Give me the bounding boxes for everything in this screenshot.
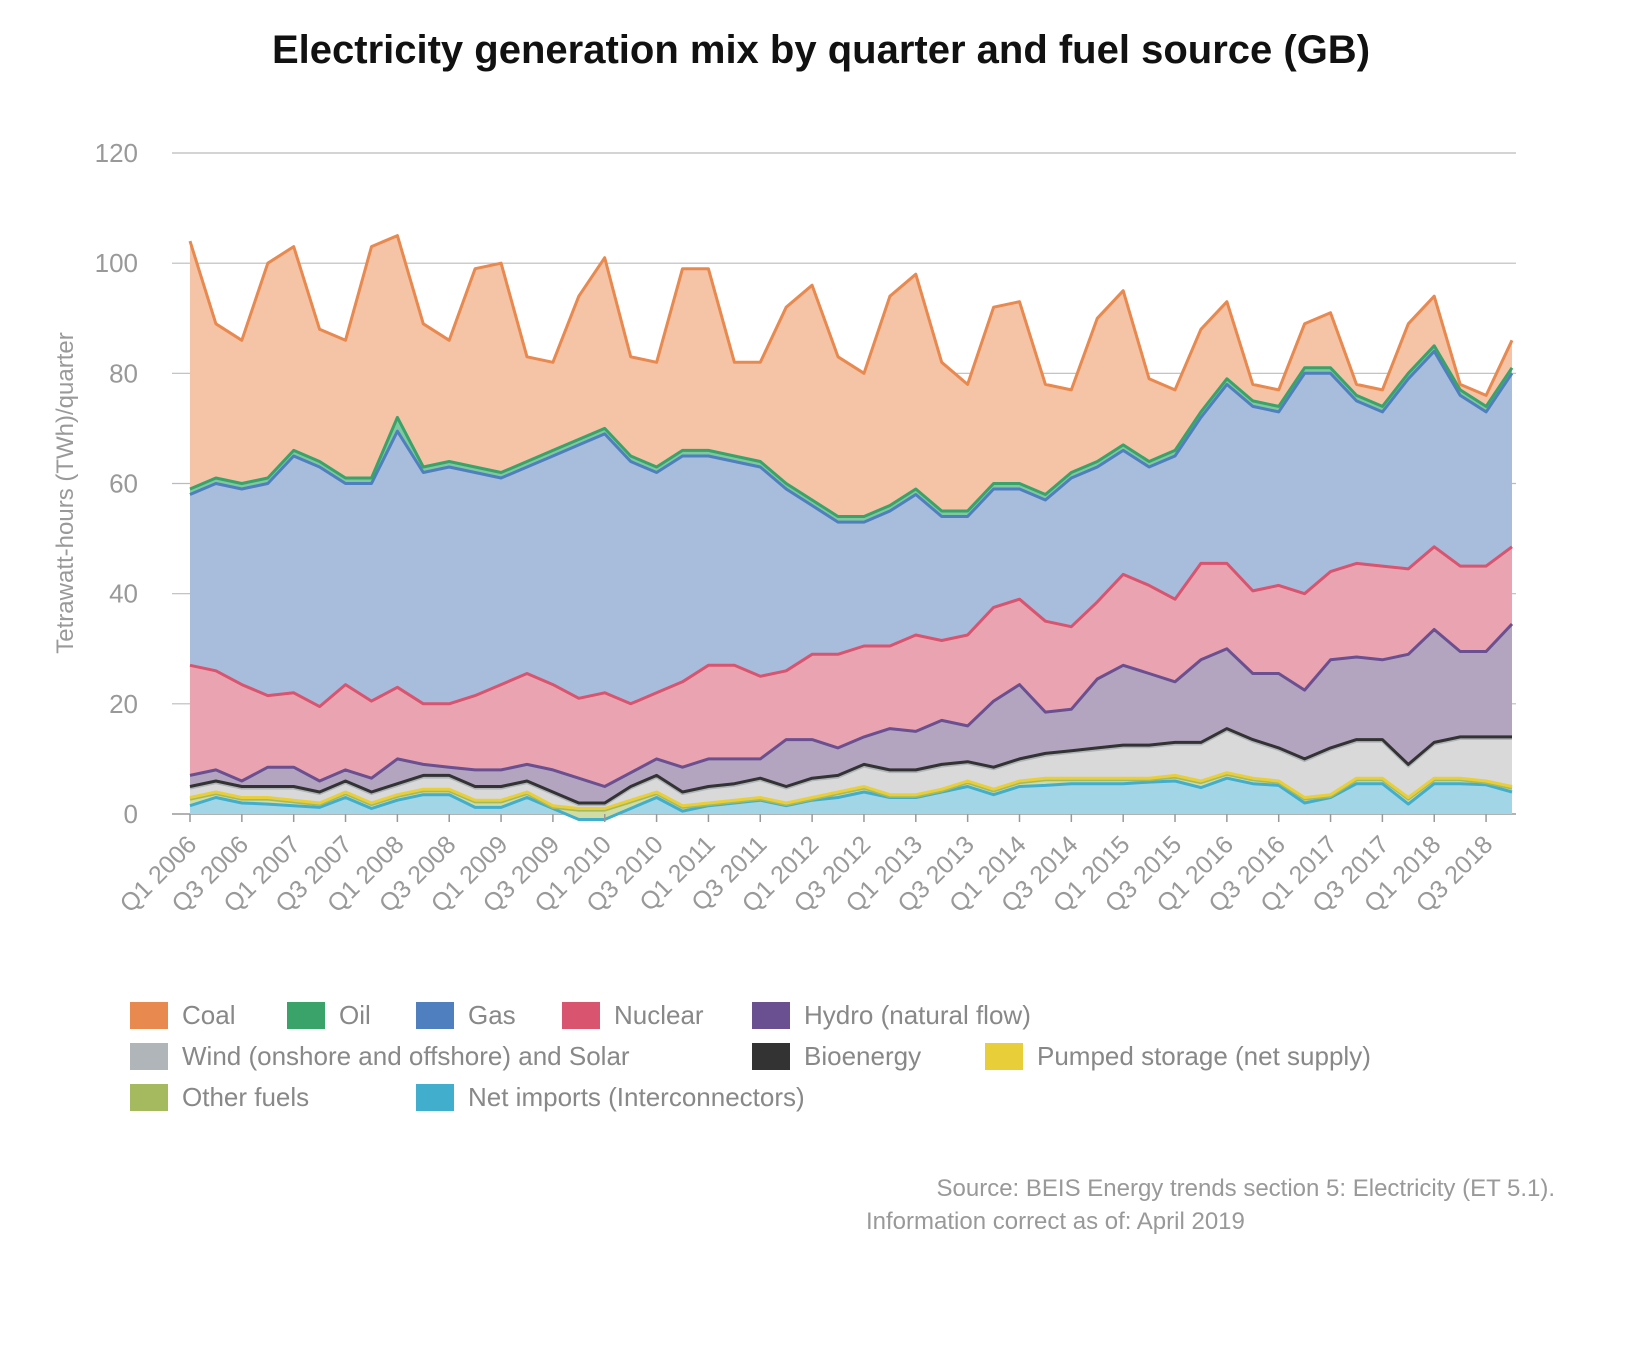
y-tick-label: 120	[95, 138, 138, 168]
y-tick-label: 0	[124, 799, 138, 829]
legend-item[interactable]: Oil	[287, 1000, 371, 1031]
y-tick-label: 40	[109, 579, 138, 609]
area-wind-onshore-and-offshore-and-solar	[190, 730, 1512, 809]
line-wind-onshore-and-offshore-and-solar	[189, 728, 1512, 807]
legend-label: Net imports (Interconnectors)	[468, 1082, 805, 1112]
legend-label: Hydro (natural flow)	[804, 1000, 1031, 1030]
legend-label: Oil	[339, 1000, 371, 1030]
legend-item[interactable]: Pumped storage (net supply)	[985, 1041, 1371, 1072]
legend-label: Coal	[182, 1000, 236, 1030]
legend-swatch	[416, 1002, 454, 1029]
legend-label: Wind (onshore and offshore) and Solar	[182, 1041, 630, 1071]
legend-swatch	[130, 1084, 168, 1111]
y-axis-label: Tetrawatt-hours (TWh)/quarter	[52, 332, 79, 653]
line-hydro-natural-flow	[189, 622, 1514, 788]
y-tick-label: 80	[109, 358, 138, 388]
legend-swatch	[562, 1002, 600, 1029]
info-date-note: Information correct as of: April 2019	[866, 1208, 1245, 1235]
line-oil	[189, 344, 1514, 518]
legend-item[interactable]: Net imports (Interconnectors)	[416, 1082, 805, 1113]
legend-label: Pumped storage (net supply)	[1037, 1041, 1371, 1071]
legend-swatch	[416, 1084, 454, 1111]
line-gas	[189, 349, 1514, 524]
legend-swatch	[752, 1043, 790, 1070]
area-hydro-natural-flow	[190, 624, 1512, 803]
line-bioenergy	[189, 727, 1512, 805]
legend-item[interactable]: Wind (onshore and offshore) and Solar	[130, 1041, 630, 1072]
legend-label: Nuclear	[614, 1000, 704, 1030]
legend-label: Gas	[468, 1000, 516, 1030]
legend-swatch	[287, 1002, 325, 1029]
legend-item[interactable]: Nuclear	[562, 1000, 704, 1031]
legend-item[interactable]: Hydro (natural flow)	[752, 1000, 1031, 1031]
area-coal	[190, 235, 1512, 517]
y-tick-label: 20	[109, 689, 138, 719]
legend-swatch	[130, 1002, 168, 1029]
y-tick-label: 60	[109, 469, 138, 499]
line-nuclear	[189, 545, 1513, 709]
legend-swatch	[752, 1002, 790, 1029]
line-pumped-storage-net-supply	[189, 771, 1513, 810]
legend-swatch	[985, 1043, 1023, 1070]
y-tick-labels: 0 20 40 60 80 100 120	[95, 138, 138, 829]
line-coal	[188, 234, 1514, 397]
area-net-imports-interconnectors	[190, 778, 1512, 820]
legend-item[interactable]: Other fuels	[130, 1082, 309, 1113]
area-gas	[190, 351, 1512, 707]
legend-item[interactable]: Coal	[130, 1000, 235, 1031]
legend-swatch	[130, 1043, 168, 1070]
legend-item[interactable]: Gas	[416, 1000, 516, 1031]
legend-label: Other fuels	[182, 1082, 310, 1112]
line-net-imports-interconnectors	[189, 776, 1513, 821]
y-tick-label: 100	[95, 248, 138, 278]
area-nuclear	[190, 546, 1512, 787]
area-series	[188, 234, 1514, 821]
source-note: Source: BEIS Energy trends section 5: El…	[936, 1175, 1555, 1202]
legend-label: Bioenergy	[804, 1041, 922, 1071]
legend-item[interactable]: Bioenergy	[752, 1041, 921, 1072]
chart-title: Electricity generation mix by quarter an…	[271, 28, 1371, 72]
